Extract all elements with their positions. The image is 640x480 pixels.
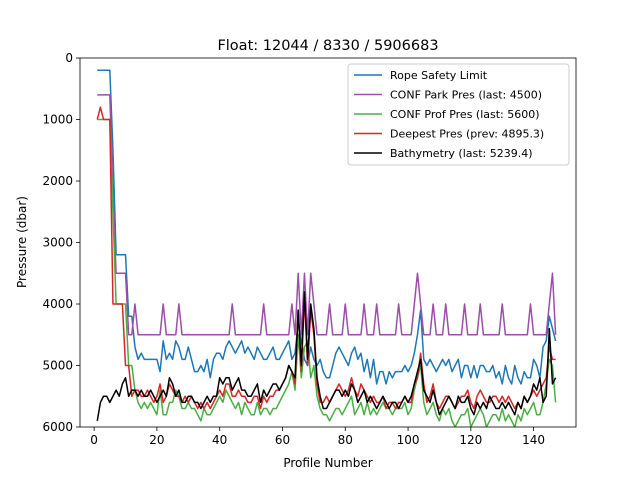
legend-entry-3: CONF Prof Pres (last: 5600) — [390, 108, 540, 121]
series-layer — [96, 69, 557, 427]
legend-entry-1: Rope Safety Limit — [390, 69, 488, 82]
chart-title: Float: 12044 / 8330 / 5906683 — [217, 38, 438, 54]
x-tick-label: 0 — [90, 433, 98, 447]
x-tick-label: 140 — [522, 433, 545, 447]
x-axis: 0 20 40 60 80 100 120 140 — [90, 427, 545, 447]
legend-box — [347, 63, 570, 166]
legend-entry-4: Deepest Pres (prev: 4895.3) — [390, 128, 544, 141]
series-line-4 — [96, 106, 556, 410]
x-tick-label: 80 — [338, 433, 353, 447]
x-tick-label: 20 — [149, 433, 164, 447]
series-line-1 — [97, 69, 557, 385]
x-axis-label: Profile Number — [283, 456, 372, 470]
y-axis: 0 1000 2000 3000 4000 5000 6000 — [42, 51, 80, 434]
series-line-5 — [96, 290, 557, 421]
x-tick-label: 40 — [212, 433, 227, 447]
y-tick-label: 3000 — [42, 236, 73, 250]
series-line-3 — [97, 118, 557, 427]
y-tick-label: 4000 — [42, 297, 73, 311]
y-tick-label: 5000 — [42, 359, 73, 373]
y-tick-label: 6000 — [42, 420, 73, 434]
legend: Rope Safety Limit CONF Park Pres (last: 4… — [347, 63, 570, 166]
legend-entry-2: CONF Park Pres (last: 4500) — [390, 89, 542, 102]
x-tick-label: 100 — [397, 433, 420, 447]
y-tick-label: 1000 — [42, 113, 73, 127]
series-line-2 — [97, 94, 557, 336]
legend-entry-5: Bathymetry (last: 5239.4) — [390, 147, 533, 160]
y-tick-label: 2000 — [42, 174, 73, 188]
x-tick-label: 60 — [275, 433, 290, 447]
x-tick-label: 120 — [459, 433, 482, 447]
y-tick-label: 0 — [65, 51, 73, 65]
y-axis-label: Pressure (dbar) — [15, 196, 29, 288]
